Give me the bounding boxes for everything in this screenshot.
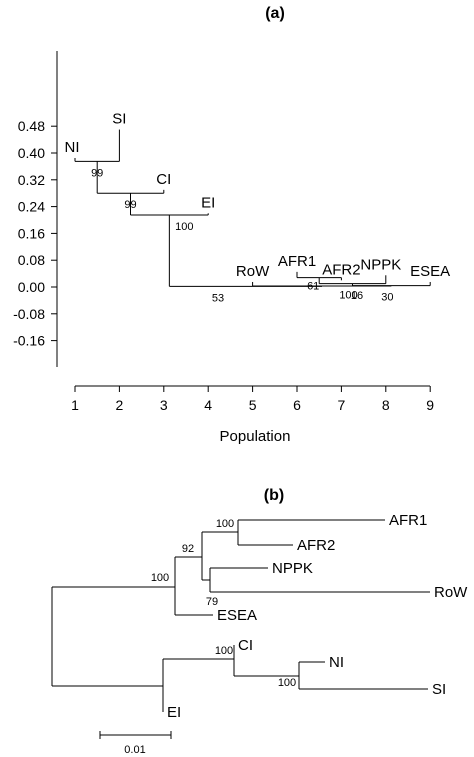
- leaf-label: ESEA: [410, 263, 450, 280]
- support-value: 30: [381, 292, 393, 304]
- bootstrap-value: 92: [182, 543, 194, 555]
- leaf-label: RoW: [236, 263, 270, 280]
- panel-b: (b) AFR1 AFR2 NPPK RoW ESEA CI NI SI EI 100 92 79 10…: [51, 487, 468, 756]
- x-tick-label: 5: [249, 397, 257, 413]
- panel-a-axes: [56, 51, 430, 387]
- support-value: 53: [212, 292, 224, 304]
- tip-label: ESEA: [217, 607, 257, 624]
- y-tick-label: 0.00: [18, 279, 45, 295]
- scale-bar-label: 0.01: [124, 744, 145, 756]
- x-tick-label: 9: [426, 397, 434, 413]
- tip-label: NI: [329, 654, 344, 671]
- bootstrap-value: 100: [215, 645, 233, 657]
- tip-label: AFR1: [389, 512, 427, 529]
- leaf-label: CI: [156, 171, 171, 188]
- tip-label: NPPK: [272, 560, 313, 577]
- scale-bar: [99, 731, 172, 739]
- y-tick-label: -0.08: [13, 306, 45, 322]
- x-tick-label: 8: [382, 397, 390, 413]
- bootstrap-value: 79: [206, 596, 218, 608]
- x-tick-label: 6: [293, 397, 301, 413]
- leaf-label: SI: [112, 111, 126, 128]
- x-ticks: 1 2 3 4 5 6 7 8 9: [71, 386, 434, 413]
- x-axis-label: Population: [220, 428, 291, 445]
- tip-label: RoW: [434, 584, 468, 601]
- y-tick-label: 0.48: [18, 118, 45, 134]
- support-value: 16: [351, 290, 363, 302]
- x-tick-label: 7: [338, 397, 346, 413]
- leaf-label: AFR1: [278, 253, 316, 270]
- y-tick-label: 0.24: [18, 199, 45, 215]
- x-tick-label: 4: [204, 397, 212, 413]
- support-value: 100: [175, 221, 193, 233]
- leaf-label: AFR2: [322, 261, 360, 278]
- tip-label: AFR2: [297, 537, 335, 554]
- x-tick-label: 1: [71, 397, 79, 413]
- x-tick-label: 2: [116, 397, 124, 413]
- y-tick-label: 0.32: [18, 172, 45, 188]
- tip-label: CI: [238, 637, 253, 654]
- panel-a-label: (a): [265, 5, 285, 22]
- x-tick-label: 3: [160, 397, 168, 413]
- y-tick-label: -0.16: [13, 333, 45, 349]
- y-ticks: 0.48 0.40 0.32 0.24 0.16 0.08 0.00 -0.08 -0.16: [13, 118, 57, 349]
- support-value: 100: [339, 290, 357, 302]
- bootstrap-value: 100: [151, 572, 169, 584]
- phylogram: AFR1 AFR2 NPPK RoW ESEA CI NI SI EI 100 92 79 100 100…: [51, 512, 468, 721]
- leaf-label: NI: [65, 139, 80, 156]
- panel-b-label: (b): [264, 487, 284, 504]
- y-tick-label: 0.08: [18, 252, 45, 268]
- bootstrap-value: 100: [278, 677, 296, 689]
- leaf-label: NPPK: [360, 256, 401, 273]
- tip-label: SI: [432, 681, 446, 698]
- tip-label: EI: [167, 704, 181, 721]
- panel-a: (a) 0.48 0.40 0.32 0.24 0.16 0.08 0.00 -0.08 -0.…: [13, 5, 450, 445]
- y-tick-label: 0.16: [18, 225, 45, 241]
- bootstrap-value: 100: [216, 518, 234, 530]
- y-tick-label: 0.40: [18, 145, 45, 161]
- leaf-label: EI: [201, 194, 215, 211]
